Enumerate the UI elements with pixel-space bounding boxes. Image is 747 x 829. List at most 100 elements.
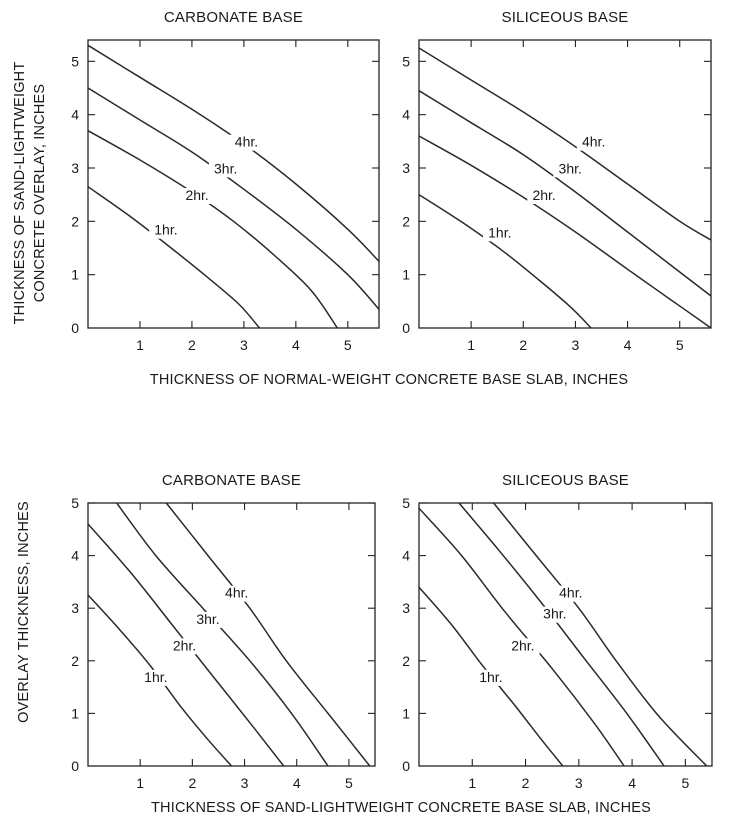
y-tick-label: 4 <box>71 548 79 564</box>
curve-label-background <box>576 134 611 151</box>
curve-label-background <box>149 222 183 239</box>
series-line-4hr <box>493 502 708 767</box>
plot-frame <box>87 502 376 767</box>
curve-label-background <box>538 606 572 623</box>
series-line-1hr <box>418 194 592 329</box>
x-tick-label: 1 <box>136 775 144 791</box>
y-tick-label: 1 <box>71 267 79 283</box>
curve-label-background <box>191 611 225 628</box>
y-tick-label: 3 <box>402 160 410 176</box>
y-tick-label: 0 <box>402 758 410 774</box>
curve-label: 1hr. <box>479 669 502 685</box>
curve-label: 1hr. <box>488 224 511 240</box>
y-tick-label: 0 <box>71 758 79 774</box>
curve-label-background <box>180 188 214 204</box>
curve-label: 2hr. <box>185 187 208 203</box>
plot-frame <box>418 39 712 329</box>
curve-label: 2hr. <box>173 637 196 653</box>
y-tick-label: 5 <box>71 53 79 69</box>
y-tick-label: 1 <box>402 705 410 721</box>
series-line-3hr <box>458 502 665 767</box>
series-line-2hr <box>87 130 339 329</box>
x-tick-label: 3 <box>575 775 583 791</box>
y-tick-label: 2 <box>402 213 410 229</box>
panel-title: CARBONATE BASE <box>162 472 301 489</box>
y-tick-label: 2 <box>402 653 410 669</box>
curve-label: 4hr. <box>582 134 605 150</box>
curve-label: 4hr. <box>235 134 258 150</box>
curve-label: 2hr. <box>511 637 534 653</box>
curve-label-background <box>483 225 517 242</box>
x-tick-label: 3 <box>241 775 249 791</box>
curve-label-background <box>474 669 508 686</box>
x-tick-label: 5 <box>344 337 352 353</box>
curve-label: 3hr. <box>214 160 237 176</box>
top-y-axis-label-line2: CONCRETE OVERLAY, INCHES <box>32 84 48 303</box>
y-tick-label: 4 <box>402 107 410 123</box>
curve-label: 3hr. <box>543 606 566 622</box>
x-tick-label: 3 <box>240 337 248 353</box>
curve-label: 2hr. <box>532 187 555 203</box>
x-tick-label: 4 <box>292 337 300 353</box>
panel-title: CARBONATE BASE <box>164 9 303 26</box>
curve-label: 3hr. <box>196 611 219 627</box>
curve-label-background <box>208 161 243 178</box>
curve-label: 3hr. <box>559 160 582 176</box>
curve-label-background <box>229 134 264 151</box>
x-tick-label: 2 <box>522 775 530 791</box>
chart-panel-3: CARBONATE BASE 1 2 3 4 5 0 1 2 3 4 5 1hr. 2hr.3hr. 4hr… <box>71 472 376 791</box>
y-tick-label: 5 <box>402 53 410 69</box>
series-line-3hr <box>87 87 380 310</box>
curve-label-background <box>167 638 202 655</box>
series-line-1hr <box>87 186 261 329</box>
y-tick-label: 3 <box>71 160 79 176</box>
curve-label-background <box>219 585 254 602</box>
curve-label-background <box>506 638 540 655</box>
x-tick-label: 1 <box>467 337 475 353</box>
bottom-y-axis-label: OVERLAY THICKNESS, INCHES <box>16 501 32 723</box>
y-tick-label: 1 <box>71 705 79 721</box>
chart-panel-2: SILICEOUS BASE 1 2 3 4 5 0 1 2 3 4 5 1hr. 2hr.3hr.4hr… <box>402 9 712 353</box>
x-tick-label: 2 <box>519 337 527 353</box>
x-tick-label: 4 <box>624 337 632 353</box>
x-tick-label: 2 <box>188 337 196 353</box>
y-tick-label: 4 <box>71 107 79 123</box>
curve-label-background <box>553 161 588 178</box>
x-tick-label: 1 <box>136 337 144 353</box>
x-tick-label: 4 <box>293 775 301 791</box>
plot-frame <box>87 39 380 329</box>
y-tick-label: 2 <box>71 653 79 669</box>
bottom-x-axis-label: THICKNESS OF SAND-LIGHTWEIGHT CONCRETE B… <box>151 800 651 816</box>
series-line-4hr <box>165 502 371 767</box>
x-tick-label: 2 <box>188 775 196 791</box>
curve-label-background <box>139 669 173 686</box>
chart-panel-4: SILICEOUS BASE 1 2 3 4 5 0 1 2 3 4 5 1hr. 2hr. 3hr. 4hr… <box>402 472 713 791</box>
y-tick-label: 5 <box>402 495 410 511</box>
curve-label-background <box>527 188 561 204</box>
x-tick-label: 1 <box>468 775 476 791</box>
series-line-1hr <box>87 594 233 767</box>
series-line-1hr <box>418 586 564 767</box>
curve-label: 1hr. <box>154 222 177 238</box>
x-tick-label: 5 <box>681 775 689 791</box>
panel-title: SILICEOUS BASE <box>502 472 629 489</box>
y-tick-label: 2 <box>71 213 79 229</box>
series-line-2hr <box>418 135 712 329</box>
y-tick-label: 1 <box>402 267 410 283</box>
curve-label-background <box>554 585 588 602</box>
curve-label: 4hr. <box>559 585 582 601</box>
y-tick-label: 5 <box>71 495 79 511</box>
top-x-axis-label: THICKNESS OF NORMAL-WEIGHT CONCRETE BASE… <box>150 372 628 388</box>
plot-frame <box>418 502 713 767</box>
panel-title: SILICEOUS BASE <box>501 9 628 26</box>
curve-label: 4hr. <box>225 585 248 601</box>
x-tick-label: 5 <box>676 337 684 353</box>
curve-label: 1hr. <box>144 669 167 685</box>
series-line-3hr <box>418 90 712 297</box>
x-tick-label: 3 <box>572 337 580 353</box>
y-tick-label: 0 <box>402 320 410 336</box>
chart-panel-1: CARBONATE BASE 1 2 3 4 5 0 1 2 3 4 5 1hr. 2hr. 3hr. 4hr… <box>71 9 380 353</box>
series-line-3hr <box>116 502 329 767</box>
y-tick-label: 0 <box>71 320 79 336</box>
